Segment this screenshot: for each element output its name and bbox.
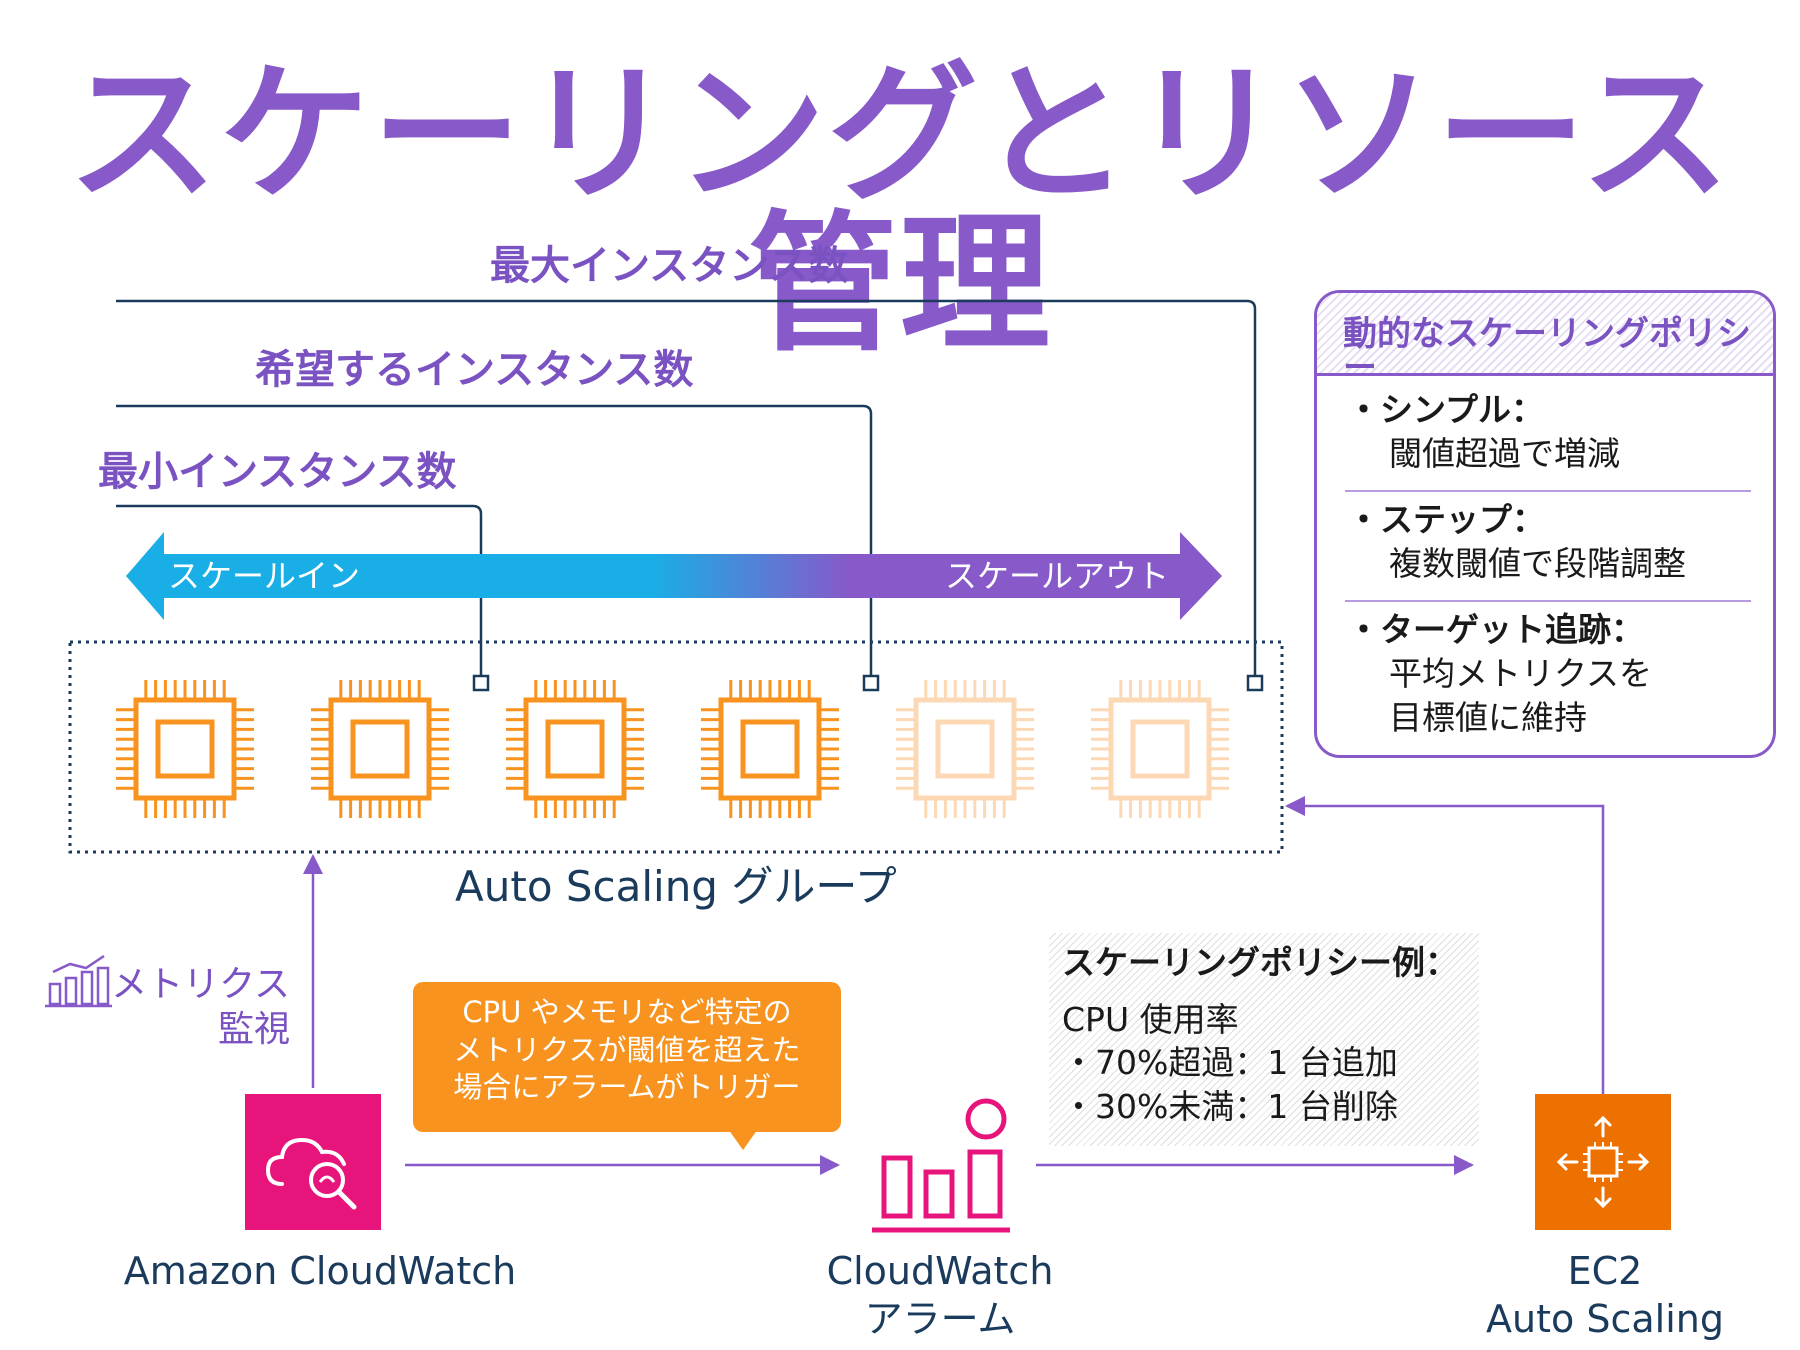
page-title: スケーリングとリソース管理 [67, 48, 1733, 372]
ec2-to-asg-arrow [1285, 796, 1605, 1094]
max-instances-label: 最大インスタンス数 [490, 243, 849, 289]
scale-out-label: スケールアウト [945, 557, 1170, 595]
policy-simple-desc: 閾値超過で増減 [1389, 434, 1620, 473]
policy-target-desc-line2: 目標値に維持 [1389, 698, 1587, 737]
policy-step-heading: ・ステップ： [1347, 500, 1545, 539]
metrics-label-line1: メトリクス [111, 964, 290, 1005]
ec2-label-line2: Auto Scaling [1486, 1296, 1724, 1341]
scale-arrow [126, 532, 1222, 620]
ec2-auto-scaling-icon [1535, 1094, 1671, 1230]
min-instances-label: 最小インスタンス数 [98, 449, 457, 495]
policy-example-title: スケーリングポリシー例： [1062, 943, 1458, 982]
instance-5-cpu-chip-icon [896, 680, 1034, 818]
ec2-auto-scaling-label: EC2 Auto Scaling [1440, 1248, 1770, 1343]
callout-line1: CPU やメモリなど特定の [462, 995, 792, 1029]
policy-divider [1345, 600, 1751, 602]
min-instances-line [116, 504, 490, 692]
scale-in-label: スケールイン [168, 557, 361, 595]
instance-3-cpu-chip-icon [506, 680, 644, 818]
policy-example-scale-in-rule: ・30%未満：1 台削除 [1062, 1087, 1398, 1126]
policy-example-box [1049, 933, 1479, 1146]
cloudwatch-icon [245, 1094, 381, 1230]
metrics-chart-icon [45, 954, 112, 1008]
callout-line2: メトリクスが閾値を超えた [453, 1032, 801, 1067]
metrics-monitoring-label: メトリクス 監視 [40, 962, 290, 1052]
instance-2-cpu-chip-icon [311, 680, 449, 818]
max-instances-line [116, 299, 1264, 692]
policy-step-desc: 複数閾値で段階調整 [1389, 544, 1686, 583]
policy-example-scale-out-rule: ・70%超過：1 台追加 [1062, 1043, 1398, 1082]
dynamic-policy-header [1317, 293, 1773, 376]
dynamic-policy-box: 動的なスケーリングポリシー ・シンプル： 閾値超過で増減 ・ステップ： 複数閾値… [1314, 290, 1776, 758]
policy-target-heading: ・ターゲット追跡： [1347, 610, 1644, 649]
metrics-label-line2: 監視 [217, 1009, 290, 1050]
policy-target-desc-line1: 平均メトリクスを [1389, 654, 1653, 693]
alarm-label-line2: アラーム [864, 1296, 1016, 1341]
desired-instances-line [116, 404, 880, 692]
policy-divider [1345, 490, 1751, 492]
ec2-label-line1: EC2 [1567, 1249, 1643, 1293]
alarm-trigger-callout: CPU やメモリなど特定の メトリクスが閾値を超えた 場合にアラームがトリガー [413, 982, 841, 1132]
alarm-icon [872, 1098, 1010, 1233]
callout-line3: 場合にアラームがトリガー [453, 1070, 801, 1105]
instance-6-cpu-chip-icon [1091, 680, 1229, 818]
policy-simple-heading: ・シンプル： [1347, 390, 1545, 429]
desired-instances-label: 希望するインスタンス数 [255, 347, 694, 393]
callout-pointer [726, 1126, 760, 1150]
alarm-label: CloudWatch アラーム [790, 1248, 1090, 1343]
asg-label: Auto Scaling グループ [455, 862, 897, 911]
instance-4-cpu-chip-icon [701, 680, 839, 818]
alarm-label-line1: CloudWatch [826, 1249, 1054, 1293]
policy-example-metric: CPU 使用率 [1062, 1000, 1239, 1039]
cloudwatch-label: Amazon CloudWatch [123, 1249, 517, 1293]
dynamic-policy-title: 動的なスケーリングポリシー [1343, 314, 1751, 388]
asg-group-box [68, 640, 1284, 854]
instance-1-cpu-chip-icon [116, 680, 254, 818]
